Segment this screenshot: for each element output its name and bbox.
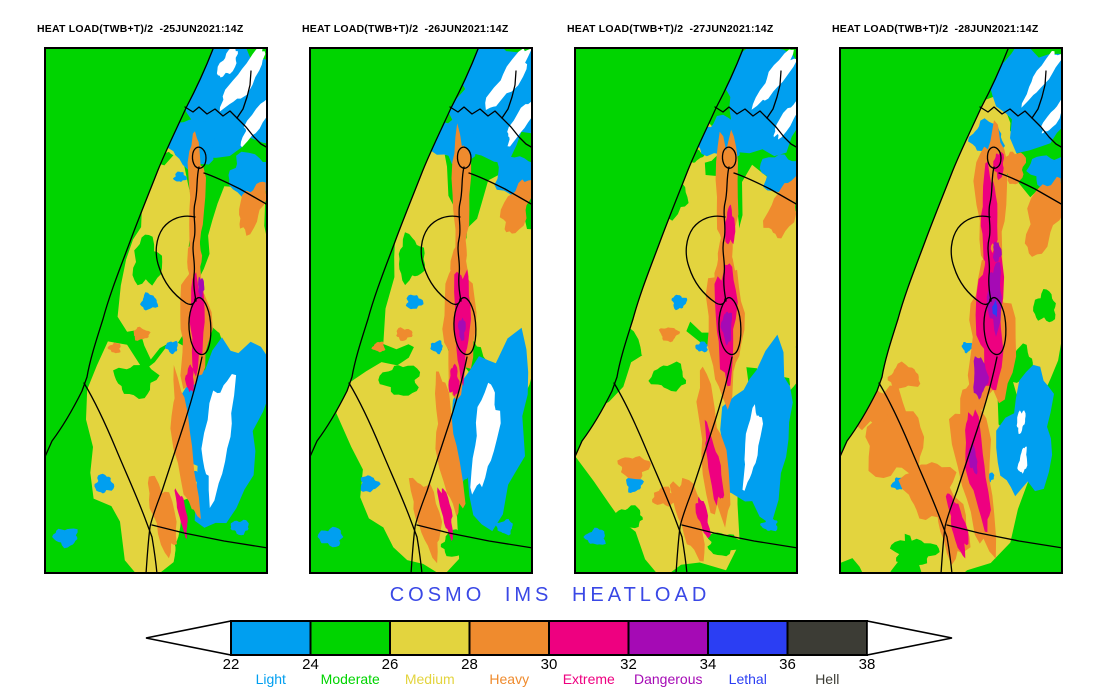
colorbar-ticks: 22 24 26 28 30 32 34 36 38 [143, 656, 955, 673]
heatload-map-28jun2021 [839, 47, 1063, 574]
colorbar-tick: 32 [620, 656, 637, 673]
colorbar-category-label: Hell [815, 671, 840, 687]
map-panel-2: HEAT LOAD(TWB+T)/2 -26JUN2021:14Z [302, 23, 533, 574]
heatload-map-27jun2021 [574, 47, 798, 574]
panel-title-3: HEAT LOAD(TWB+T)/2 -27JUN2021:14Z [567, 23, 774, 35]
heatload-map-26jun2021 [309, 47, 533, 574]
colorbar [145, 620, 953, 656]
colorbar-tick: 26 [381, 656, 399, 673]
map-panels-row: HEAT LOAD(TWB+T)/2 -25JUN2021:14Z HEAT L… [37, 23, 1063, 574]
heatload-map-25jun2021 [44, 47, 268, 574]
colorbar-tick: 34 [699, 656, 717, 673]
colorbar-category-label: Moderate [320, 671, 380, 687]
map-panel-3: HEAT LOAD(TWB+T)/2 -27JUN2021:14Z [567, 23, 798, 574]
colorbar-tick: 24 [302, 656, 319, 673]
colorbar-category-label: Light [255, 671, 286, 687]
panel-title-4: HEAT LOAD(TWB+T)/2 -28JUN2021:14Z [832, 23, 1039, 35]
colorbar-category-label: Medium [404, 671, 455, 687]
colorbar-tick: 36 [779, 656, 796, 673]
colorbar-title: COSMO IMS HEATLOAD [389, 584, 711, 606]
panel-title-2: HEAT LOAD(TWB+T)/2 -26JUN2021:14Z [302, 23, 509, 35]
colorbar-category-label: Lethal [728, 671, 767, 687]
panel-title-1: HEAT LOAD(TWB+T)/2 -25JUN2021:14Z [37, 23, 244, 35]
colorbar-category-labels: Light Moderate Medium Heavy Extreme Dangerous… [143, 671, 955, 689]
colorbar-category-label: Heavy [489, 671, 530, 687]
colorbar-tick: 28 [461, 656, 478, 673]
map-panel-4: HEAT LOAD(TWB+T)/2 -28JUN2021:14Z [832, 23, 1063, 574]
colorbar-category-label: Dangerous [634, 671, 703, 687]
colorbar-category-label: Extreme [562, 671, 615, 687]
map-panel-1: HEAT LOAD(TWB+T)/2 -25JUN2021:14Z [37, 23, 268, 574]
colorbar-tick: 22 [222, 656, 240, 673]
colorbar-tick: 30 [540, 656, 558, 673]
colorbar-tick: 38 [858, 656, 876, 673]
